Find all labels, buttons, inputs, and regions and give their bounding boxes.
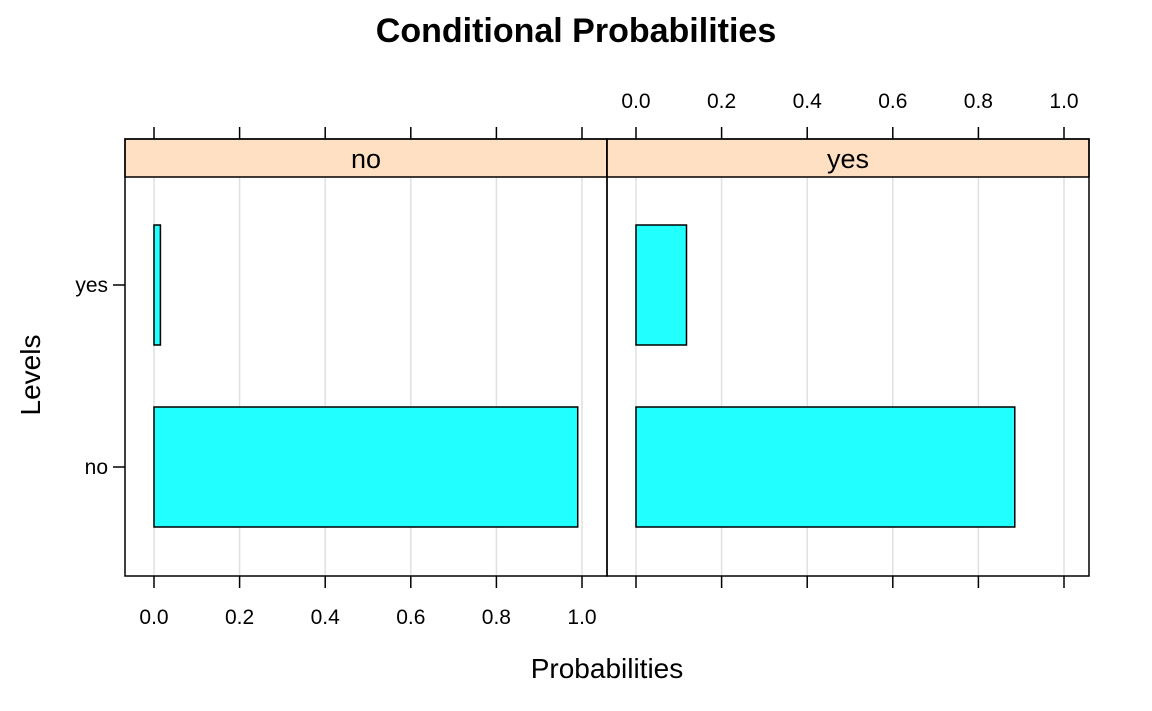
x-tick-label-bottom: 0.2 (225, 606, 254, 629)
x-tick-label-bottom: 0.4 (311, 606, 341, 629)
chart-body: no 0.0 0.2 0.4 0.6 0.8 1.0 yes 0.0 0.2 0.4 0.6 0.8 1.… (75, 90, 1090, 629)
bar-no-no (153, 406, 579, 528)
x-tick-label-top: 0.4 (793, 90, 823, 113)
x-tick-label-top: 0.6 (878, 90, 907, 113)
bar-no-yes (153, 224, 162, 346)
strip-label-no: no (351, 144, 381, 174)
bar-yes-yes (635, 224, 688, 346)
y-tick-label-no: no (85, 456, 108, 479)
strip-background (124, 138, 608, 178)
x-tick-label-bottom: 0.8 (482, 606, 511, 629)
x-tick-label-top: 1.0 (1049, 90, 1078, 113)
bar-yes-no (635, 406, 1016, 528)
x-tick-label-bottom: 0.0 (139, 606, 168, 629)
x-tick-label-bottom: 0.6 (396, 606, 425, 629)
x-tick-label-top: 0.0 (621, 90, 650, 113)
y-axis-label: Levels (15, 335, 46, 416)
panel-border (606, 138, 1090, 577)
chart-title: Conditional Probabilities (376, 12, 776, 50)
x-axis-label: Probabilities (531, 653, 684, 684)
y-tick-label-yes: yes (75, 274, 108, 297)
x-tick-label-top: 0.8 (964, 90, 993, 113)
strip-label-yes: yes (827, 144, 869, 174)
x-tick-label-bottom: 1.0 (567, 606, 596, 629)
x-tick-label-top: 0.2 (707, 90, 736, 113)
